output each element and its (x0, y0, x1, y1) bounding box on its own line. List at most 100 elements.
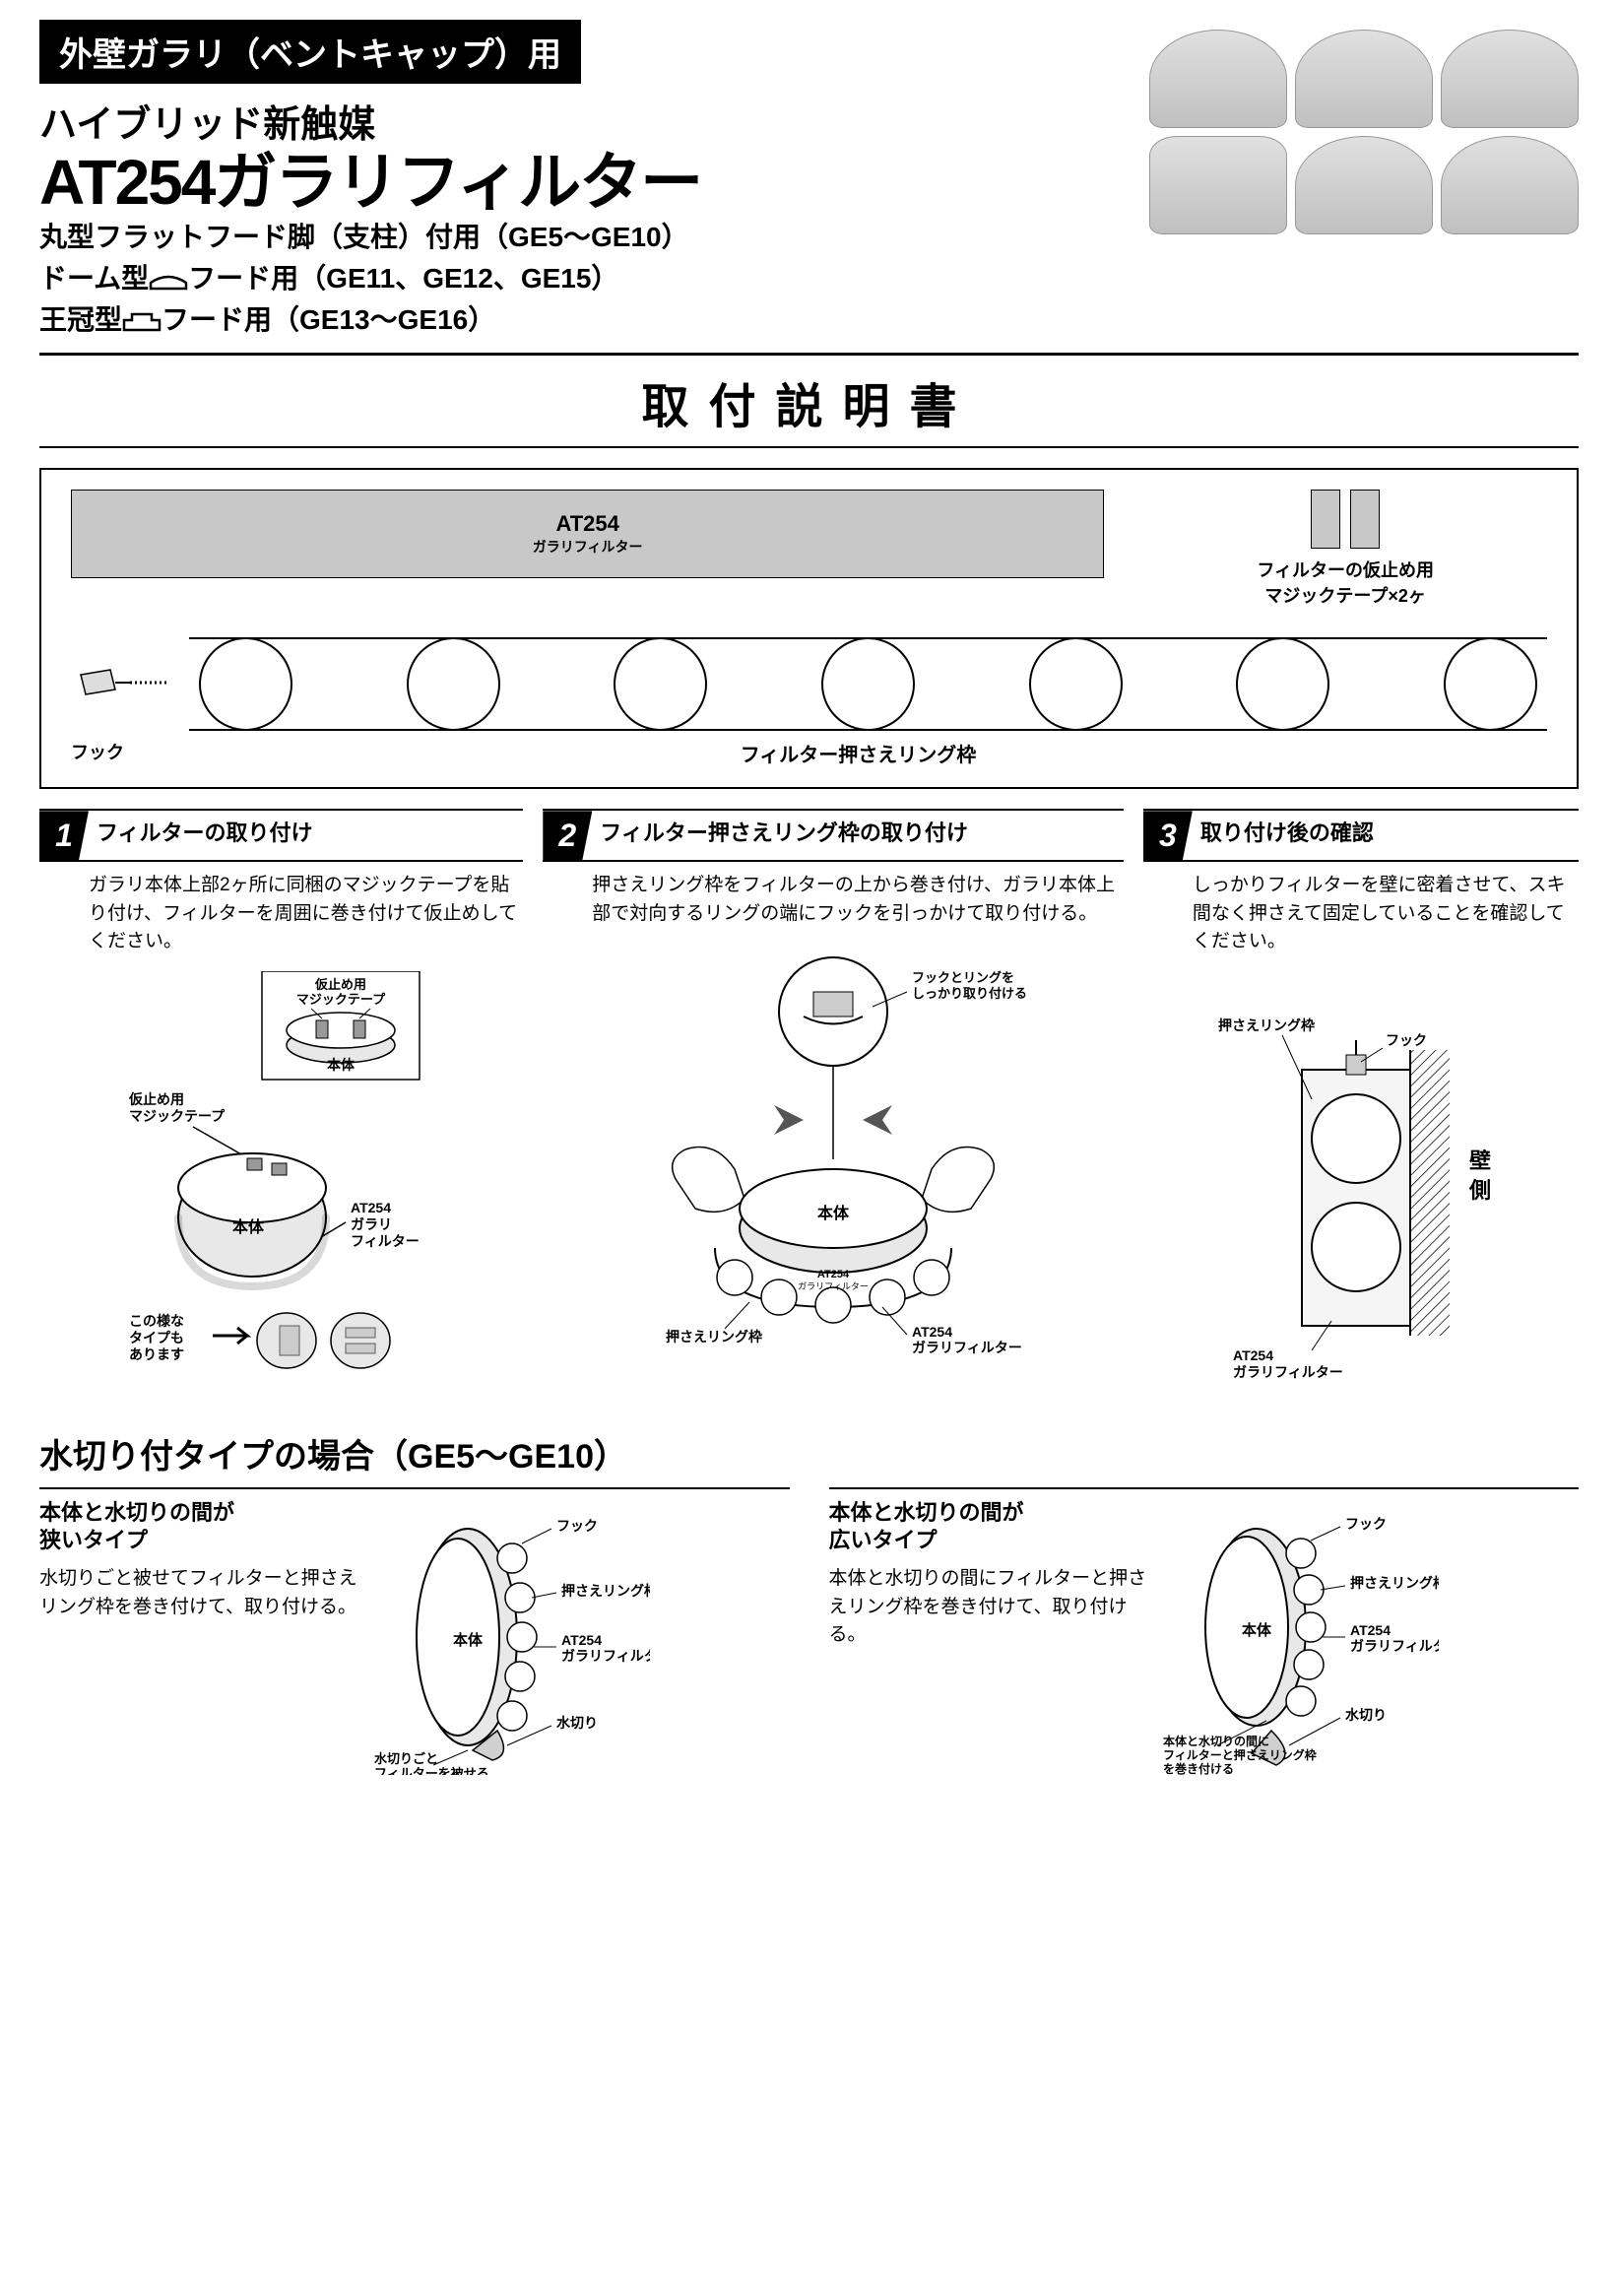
step-1: 1 フィルターの取り付け ガラリ本体上部2ヶ所に同梱のマジックテープを貼り付け、… (39, 809, 523, 1400)
step-3-diagram: 壁 側 押さえリング枠 フック AT254 ガラリフィルター (1143, 956, 1579, 1400)
product-photo (1149, 30, 1287, 128)
svg-text:フィルターを被せる: フィルターを被せる (374, 1766, 489, 1775)
svg-text:ガラリ: ガラリ (351, 1216, 392, 1232)
svg-text:マジックテープ: マジックテープ (129, 1108, 226, 1124)
ring-circle (199, 637, 292, 731)
tape-piece (1311, 490, 1340, 549)
drain-row: 本体と水切りの間が 狭いタイプ 水切りごと被せてフィルターと押さえリング枠を巻き… (39, 1487, 1579, 1780)
ring-circle (407, 637, 500, 731)
subtitle: ハイブリッド新触媒 (39, 94, 1130, 148)
steps-row: 1 フィルターの取り付け ガラリ本体上部2ヶ所に同梱のマジックテープを貼り付け、… (39, 809, 1579, 1400)
drain-wide-diagram: 本体 フック 押さえリング枠 AT254 ガラリフィルター (1163, 1499, 1579, 1780)
category-badge: 外壁ガラリ（ベントキャップ）用 (39, 20, 581, 84)
step-number: 2 (543, 811, 592, 860)
svg-text:フック: フック (1386, 1032, 1427, 1048)
svg-text:フック: フック (1345, 1516, 1387, 1532)
svg-text:本体: 本体 (453, 1631, 484, 1649)
step-3: 3 取り付け後の確認 しっかりフィルターを壁に密着させて、スキ間なく押さえて固定… (1143, 809, 1579, 1400)
svg-text:AT254: AT254 (912, 1324, 952, 1340)
svg-text:仮止め用: 仮止め用 (314, 977, 366, 992)
svg-text:あります: あります (129, 1346, 184, 1362)
svg-text:仮止め用: 仮止め用 (128, 1091, 184, 1107)
svg-text:を巻き付ける: を巻き付ける (1163, 1761, 1234, 1775)
ring-circle (821, 637, 915, 731)
ring-label: フィルター押さえリング枠 (169, 739, 1547, 767)
drain-narrow-title: 本体と水切りの間が 狭いタイプ (39, 1499, 359, 1555)
product-line-1: 丸型フラットフード脚（支柱）付用（GE5〜GE10） (39, 217, 1130, 258)
divider (39, 446, 1579, 448)
product-photo-grid (1149, 20, 1579, 234)
step-1-diagram: 仮止め用 マジックテープ 本体 仮止め用 マジックテープ (39, 956, 523, 1400)
step-2-diagram: フックとリングを しっかり取り付ける 本体 (543, 928, 1124, 1371)
svg-text:ガラリフィルター: ガラリフィルター (1350, 1638, 1439, 1654)
ring-circle (1444, 637, 1537, 731)
drain-narrow-body: 水切りごと被せてフィルターと押さえリング枠を巻き付けて、取り付ける。 (39, 1565, 359, 1621)
step-2: 2 フィルター押さえリング枠の取り付け 押さえリング枠をフィルターの上から巻き付… (543, 809, 1124, 1400)
step-body: ガラリ本体上部2ヶ所に同梱のマジックテープを貼り付け、フィルターを周囲に巻き付け… (39, 862, 523, 956)
ring-circle (1236, 637, 1329, 731)
svg-text:水切り: 水切り (1345, 1707, 1387, 1723)
svg-text:押さえリング枠: 押さえリング枠 (561, 1583, 650, 1599)
svg-text:本体: 本体 (232, 1217, 265, 1236)
ring-part (71, 637, 1547, 731)
product-photo (1295, 136, 1433, 234)
tape-piece (1350, 490, 1380, 549)
drain-section-title: 水切り付タイプの場合（GE5〜GE10） (39, 1429, 1579, 1477)
svg-text:フィルター: フィルター (351, 1233, 420, 1249)
tape-part: フィルターの仮止め用 マジックテープ×2ヶ (1143, 490, 1547, 608)
svg-text:押さえリング枠: 押さえリング枠 (666, 1329, 762, 1345)
svg-text:AT254: AT254 (1233, 1347, 1273, 1363)
svg-text:AT254: AT254 (351, 1200, 391, 1215)
svg-text:マジックテープ: マジックテープ (296, 992, 386, 1007)
drain-wide: 本体と水切りの間が 広いタイプ 本体と水切りの間にフィルターと押さえリング枠を巻… (829, 1487, 1580, 1780)
step-title: 取り付け後の確認 (1193, 811, 1382, 856)
step-title: フィルター押さえリング枠の取り付け (592, 811, 976, 856)
svg-text:ガラリフィルター: ガラリフィルター (1233, 1364, 1343, 1380)
drain-wide-title: 本体と水切りの間が 広いタイプ (829, 1499, 1149, 1555)
product-photo (1295, 30, 1433, 128)
product-line-2: ドーム型フード用（GE11、GE12、GE15） (39, 258, 1130, 299)
svg-text:押さえリング枠: 押さえリング枠 (1218, 1017, 1315, 1033)
hook-icon (71, 655, 189, 714)
svg-text:水切りごと: 水切りごと (374, 1751, 438, 1766)
dome-icon (149, 271, 188, 291)
hook-label: フック (71, 739, 169, 767)
svg-text:AT254: AT254 (1350, 1622, 1391, 1638)
step-body: 押さえリング枠をフィルターの上から巻き付け、ガラリ本体上部で対向するリングの端に… (543, 862, 1124, 928)
svg-text:AT254: AT254 (561, 1632, 602, 1648)
svg-text:AT254: AT254 (817, 1269, 850, 1280)
svg-text:しっかり取り付ける: しっかり取り付ける (912, 986, 1027, 1001)
svg-text:水切り: 水切り (556, 1715, 598, 1731)
product-photo (1149, 136, 1287, 234)
filter-title: AT254 (555, 511, 618, 537)
filter-subtitle: ガラリフィルター (533, 537, 643, 557)
drain-wide-body: 本体と水切りの間にフィルターと押さえリング枠を巻き付けて、取り付ける。 (829, 1565, 1149, 1650)
product-line-3: 王冠型フード用（GE13〜GE16） (39, 299, 1130, 341)
drain-narrow: 本体と水切りの間が 狭いタイプ 水切りごと被せてフィルターと押さえリング枠を巻き… (39, 1487, 790, 1780)
parts-box: AT254 ガラリフィルター フィルターの仮止め用 マジックテープ×2ヶ (39, 468, 1579, 789)
svg-text:本体: 本体 (1242, 1621, 1272, 1639)
svg-text:ガラリフィルター: ガラリフィルター (561, 1648, 650, 1664)
header: 外壁ガラリ（ベントキャップ）用 ハイブリッド新触媒 AT254ガラリフィルター … (39, 20, 1579, 341)
svg-text:本体と水切りの間に: 本体と水切りの間に (1163, 1734, 1269, 1748)
svg-text:タイプも: タイプも (129, 1330, 184, 1345)
svg-text:側: 側 (1468, 1178, 1491, 1203)
main-title: AT254ガラリフィルター (39, 148, 1130, 217)
step-body: しっかりフィルターを壁に密着させて、スキ間なく押さえて固定していることを確認して… (1143, 862, 1579, 956)
product-photo (1441, 136, 1579, 234)
svg-text:壁: 壁 (1469, 1148, 1491, 1173)
svg-text:この様な: この様な (129, 1313, 184, 1329)
svg-text:フック: フック (556, 1518, 598, 1534)
step-number: 3 (1143, 811, 1193, 860)
step-number: 1 (39, 811, 89, 860)
ring-circle (614, 637, 707, 731)
svg-text:本体: 本体 (327, 1057, 356, 1073)
filter-part: AT254 ガラリフィルター (71, 490, 1104, 578)
ring-circle (1029, 637, 1123, 731)
product-photo (1441, 30, 1579, 128)
divider (39, 353, 1579, 356)
svg-text:フィルターと押さえリング枠: フィルターと押さえリング枠 (1163, 1747, 1317, 1762)
tape-label: フィルターの仮止め用 マジックテープ×2ヶ (1143, 557, 1547, 608)
instruction-title: 取付説明書 (39, 367, 1579, 436)
svg-text:ガラリフィルター: ガラリフィルター (912, 1340, 1022, 1355)
